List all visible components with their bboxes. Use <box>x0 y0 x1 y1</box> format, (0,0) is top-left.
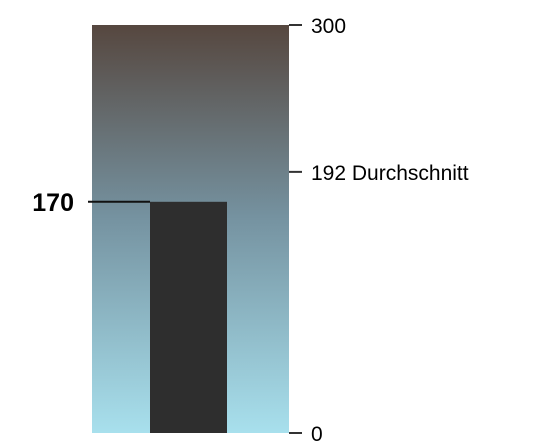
tick-label-1: 192 Durchschnitt <box>311 162 469 185</box>
tick-label-0: 0 <box>311 423 323 441</box>
tick-label-2: 300 <box>311 15 346 38</box>
axis-ticks: 0 192 Durchschnitt 300 <box>289 15 469 441</box>
value-bar <box>150 201 227 433</box>
value-label: 170 <box>32 189 74 217</box>
